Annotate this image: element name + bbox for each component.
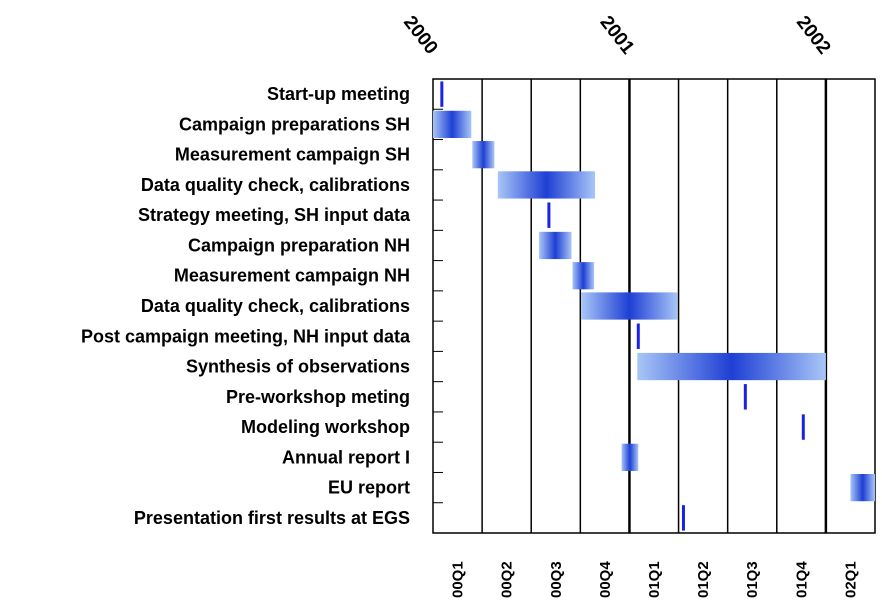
milestone-mark [636, 323, 640, 349]
task-bar [539, 231, 572, 260]
year-labels: 2000 2001 2002 [399, 12, 834, 59]
task-label: Data quality check, calibrations [141, 175, 410, 195]
milestone-mark [743, 384, 747, 410]
task-label: Presentation first results at EGS [134, 508, 410, 528]
quarter-label: 00Q3 [548, 561, 565, 598]
task-bar [433, 110, 472, 139]
task-bar [581, 292, 678, 320]
task-label: Synthesis of observations [186, 357, 410, 377]
task-label: Campaign preparation NH [188, 235, 410, 255]
bars-layer [433, 81, 875, 531]
task-label: Post campaign meeting, NH input data [81, 326, 411, 346]
task-label: Annual report I [282, 447, 410, 467]
quarter-label: 01Q4 [793, 561, 810, 598]
task-label: Campaign preparations SH [179, 114, 410, 134]
quarter-label: 00Q4 [597, 561, 614, 598]
task-label: Strategy meeting, SH input data [138, 205, 411, 225]
quarter-label: 00Q1 [450, 561, 467, 598]
quarter-labels: 00Q1 00Q2 00Q3 00Q4 01Q1 01Q2 01Q3 01Q4 02Q1 [450, 561, 860, 598]
task-label: Modeling workshop [241, 417, 410, 437]
milestone-mark [801, 414, 805, 440]
quarter-label: 01Q3 [744, 561, 761, 598]
milestone-mark [547, 202, 551, 228]
task-bar [497, 171, 596, 199]
quarter-label: 01Q1 [646, 561, 663, 598]
task-label: Pre-workshop meting [226, 387, 410, 407]
task-bar [850, 473, 875, 502]
quarter-label: 01Q2 [695, 561, 712, 598]
task-bar [472, 141, 495, 169]
milestone-mark [681, 505, 685, 531]
task-bar [637, 352, 826, 381]
quarter-label: 02Q1 [842, 561, 859, 598]
task-label: Data quality check, calibrations [141, 296, 410, 316]
milestone-mark [440, 81, 444, 107]
task-label: Start-up meeting [267, 84, 410, 104]
year-label: 2000 [399, 12, 442, 58]
quarter-label: 00Q2 [499, 561, 516, 598]
task-labels: Start-up meeting Campaign preparations SH… [81, 84, 411, 528]
task-label: Measurement campaign SH [175, 145, 410, 165]
task-label: EU report [328, 478, 410, 498]
year-label: 2001 [596, 12, 639, 59]
task-bar [621, 443, 639, 471]
task-bar [572, 262, 595, 290]
year-label: 2002 [792, 12, 835, 58]
task-label: Measurement campaign NH [174, 266, 410, 286]
